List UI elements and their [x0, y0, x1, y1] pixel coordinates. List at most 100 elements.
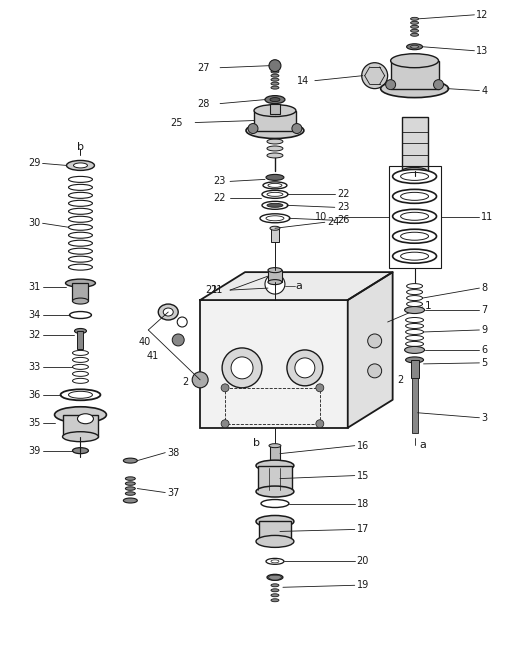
Ellipse shape — [393, 170, 436, 183]
Ellipse shape — [393, 210, 436, 223]
Bar — [200, 300, 348, 428]
Bar — [63, 415, 98, 437]
Text: 28: 28 — [197, 99, 210, 108]
Text: 39: 39 — [29, 446, 41, 455]
Text: 13: 13 — [476, 46, 489, 55]
Text: 23: 23 — [337, 203, 349, 212]
Circle shape — [368, 334, 382, 348]
Text: 20: 20 — [357, 557, 369, 566]
Ellipse shape — [262, 201, 288, 210]
Ellipse shape — [267, 139, 283, 144]
Text: 16: 16 — [357, 441, 369, 451]
Text: 26: 26 — [337, 215, 349, 225]
Ellipse shape — [78, 413, 94, 424]
Ellipse shape — [400, 172, 429, 181]
Bar — [270, 446, 280, 464]
Text: 36: 36 — [29, 390, 41, 400]
Ellipse shape — [411, 17, 418, 21]
Ellipse shape — [123, 458, 137, 463]
Ellipse shape — [246, 123, 304, 139]
Bar — [259, 521, 291, 541]
Ellipse shape — [393, 229, 436, 243]
Text: 37: 37 — [167, 488, 179, 497]
Bar — [271, 228, 279, 243]
Text: 25: 25 — [170, 117, 183, 128]
Ellipse shape — [271, 589, 279, 591]
Ellipse shape — [411, 25, 418, 28]
Text: 2: 2 — [398, 375, 404, 385]
Text: 33: 33 — [29, 362, 41, 372]
Text: 23: 23 — [213, 176, 226, 186]
Ellipse shape — [54, 407, 106, 422]
Ellipse shape — [268, 268, 282, 273]
Ellipse shape — [267, 146, 283, 151]
Ellipse shape — [123, 498, 137, 503]
Text: 22: 22 — [213, 194, 226, 203]
Ellipse shape — [271, 594, 279, 597]
Ellipse shape — [411, 29, 418, 32]
Text: b: b — [253, 438, 261, 448]
Ellipse shape — [263, 182, 287, 189]
Circle shape — [316, 420, 324, 428]
Circle shape — [386, 80, 396, 90]
Ellipse shape — [63, 432, 98, 442]
Ellipse shape — [271, 70, 279, 73]
Circle shape — [192, 372, 208, 388]
Ellipse shape — [267, 203, 283, 207]
Ellipse shape — [405, 346, 425, 353]
Text: 19: 19 — [357, 580, 369, 590]
Ellipse shape — [256, 535, 294, 548]
Circle shape — [287, 350, 323, 386]
Text: 2: 2 — [182, 377, 189, 387]
Bar — [391, 61, 438, 88]
Ellipse shape — [72, 448, 88, 453]
Ellipse shape — [411, 34, 418, 36]
Text: b: b — [77, 143, 84, 152]
Polygon shape — [200, 272, 393, 300]
Ellipse shape — [393, 249, 436, 263]
Polygon shape — [348, 272, 393, 428]
Circle shape — [231, 357, 253, 379]
Text: 29: 29 — [29, 159, 41, 168]
Ellipse shape — [411, 21, 418, 25]
Text: 14: 14 — [297, 75, 309, 86]
Ellipse shape — [393, 190, 436, 203]
Text: a: a — [295, 281, 302, 291]
Ellipse shape — [66, 161, 95, 170]
Text: 22: 22 — [337, 190, 350, 199]
Bar — [412, 378, 417, 433]
Ellipse shape — [405, 306, 425, 313]
Text: 34: 34 — [29, 310, 41, 320]
Ellipse shape — [268, 280, 282, 284]
Ellipse shape — [269, 444, 281, 448]
Bar — [270, 104, 280, 114]
Ellipse shape — [256, 460, 294, 471]
Ellipse shape — [125, 477, 135, 481]
Text: 40: 40 — [138, 337, 151, 347]
Ellipse shape — [270, 226, 280, 230]
Text: 17: 17 — [357, 524, 369, 535]
Circle shape — [221, 420, 229, 428]
Ellipse shape — [256, 486, 294, 497]
Bar — [268, 270, 282, 282]
Ellipse shape — [267, 132, 283, 137]
Ellipse shape — [125, 482, 135, 485]
Circle shape — [295, 358, 315, 378]
Text: 6: 6 — [482, 345, 487, 355]
Circle shape — [221, 384, 229, 392]
Bar — [254, 110, 296, 130]
Text: 1: 1 — [425, 301, 431, 311]
Text: 5: 5 — [482, 358, 488, 368]
Ellipse shape — [266, 174, 284, 181]
Bar — [401, 117, 428, 172]
Text: 12: 12 — [476, 10, 489, 20]
Text: 27: 27 — [197, 63, 210, 73]
Text: 7: 7 — [482, 305, 488, 315]
Text: 32: 32 — [29, 330, 41, 340]
Ellipse shape — [267, 192, 283, 196]
Text: 3: 3 — [482, 413, 487, 422]
Ellipse shape — [381, 80, 449, 97]
Ellipse shape — [266, 216, 284, 221]
Bar — [389, 166, 440, 268]
Ellipse shape — [400, 252, 429, 260]
